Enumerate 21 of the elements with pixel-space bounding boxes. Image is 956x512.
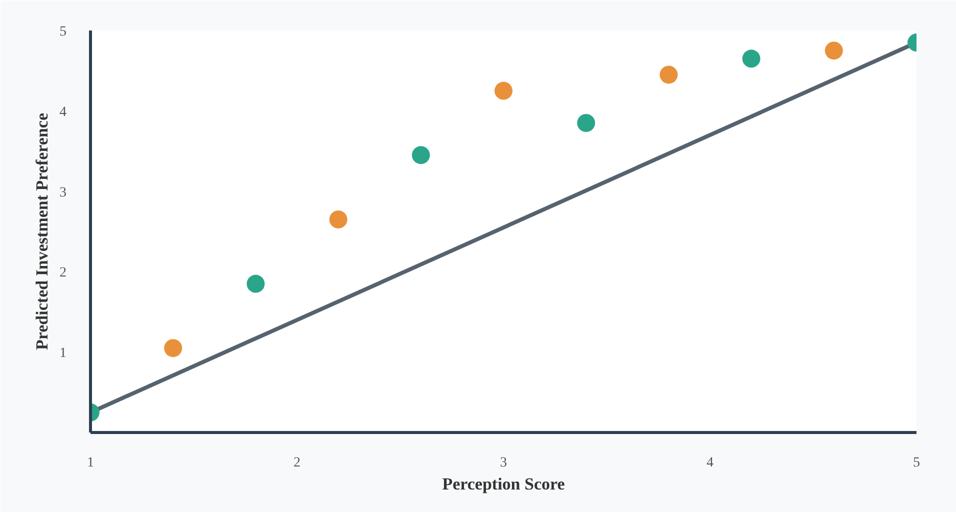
x-tick-label: 4: [706, 456, 714, 470]
point: [742, 50, 760, 68]
y-tick-label: 1: [60, 346, 66, 362]
point: [164, 339, 182, 358]
y-tick-label: 2: [60, 266, 66, 281]
x-axis-title: Perception Score: [442, 474, 566, 494]
y-axis-title: Predicted Investment Preference: [32, 112, 52, 350]
point: [494, 82, 512, 100]
point: [246, 274, 265, 293]
y-tick-label: 5: [60, 24, 66, 40]
x-tick-label: 1: [87, 456, 94, 470]
x-tick-label: 2: [294, 456, 300, 470]
point: [412, 146, 430, 164]
y-tick-label: 3: [60, 185, 66, 200]
point: [577, 114, 596, 132]
point: [660, 66, 678, 84]
y-tick-label: 4: [60, 104, 66, 120]
point: [824, 42, 843, 60]
x-tick-label: 5: [913, 456, 920, 470]
point: [329, 210, 348, 228]
x-tick-label: 3: [500, 456, 507, 470]
